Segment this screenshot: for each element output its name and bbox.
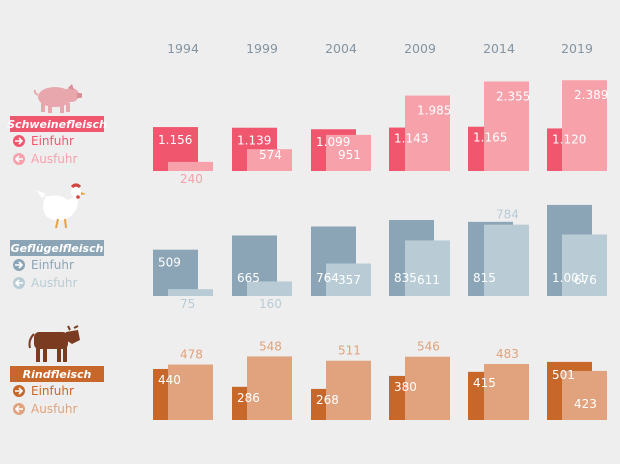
rind-export-label-2014: 483: [496, 347, 519, 361]
schwein-export-bar-1994: [168, 161, 213, 171]
arrow-glyph: [14, 155, 23, 163]
rind-export-label-1994: 478: [180, 348, 203, 362]
rind-export-bar-2014: [484, 363, 529, 420]
gefluegel-import-label-2019: 1.001: [552, 271, 586, 285]
rind-export-label-2004: 511: [338, 344, 361, 358]
gefluegel-import-label-1999: 665: [237, 271, 260, 285]
gefluegel-export-label-1994: 75: [180, 297, 195, 311]
year-label-1999: 1999: [246, 41, 278, 56]
schwein-export-label-2004: 951: [338, 148, 361, 162]
schwein-import-label-1999: 1.139: [237, 134, 271, 148]
schwein-export-bar-2019: [562, 80, 607, 171]
rind-import-label-1994: 440: [158, 373, 181, 387]
schwein-export-label-1999: 574: [259, 148, 282, 162]
rind-export-bar-2009: [405, 356, 450, 420]
arrow-glyph: [15, 261, 24, 269]
gefluegel-export-bar-2019: [562, 234, 607, 296]
rind-import-label-2019: 501: [552, 368, 575, 382]
schwein-export-bar-2014: [484, 81, 529, 171]
gefluegel-export-label-2004: 357: [338, 273, 361, 287]
chicken-icon: [36, 183, 86, 229]
pig-icon: [33, 84, 82, 113]
gefluegel-export-label-2019: 676: [574, 273, 597, 287]
schwein-export-label-2009: 1.985: [417, 104, 451, 118]
rind-legend-import: Einfuhr: [31, 384, 74, 398]
gefluegel-label-tag: [10, 240, 104, 256]
arrow-glyph: [14, 405, 23, 413]
rind-export-bar-2004: [326, 360, 371, 420]
schwein-label-text: Schweinefleisch: [7, 118, 107, 131]
arrow-glyph: [15, 137, 24, 145]
rind-export-bar-2019: [562, 370, 607, 420]
rind-import-label-2014: 415: [473, 376, 496, 390]
arrow-glyph: [14, 279, 23, 287]
schwein-legend-import: Einfuhr: [31, 134, 74, 148]
rind-label-text: Rindfleisch: [23, 368, 92, 381]
gefluegel-export-label-2014: 784: [496, 208, 519, 222]
schwein-import-label-1994: 1.156: [158, 133, 192, 147]
schwein-export-bar-2009: [405, 95, 450, 171]
schwein-export-label-2019: 2.389: [574, 88, 608, 102]
year-label-1994: 1994: [167, 41, 199, 56]
arrow-glyph: [15, 387, 24, 395]
schwein-legend-export: Ausfuhr: [31, 152, 78, 166]
gefluegel-legend-import: Einfuhr: [31, 258, 74, 272]
rind-export-label-2019: 423: [574, 397, 597, 411]
gefluegel-export-bar-2009: [405, 240, 450, 296]
year-label-2009: 2009: [404, 41, 436, 56]
rind-legend-export: Ausfuhr: [31, 402, 78, 416]
year-label-2004: 2004: [325, 41, 357, 56]
schwein-import-label-2019: 1.120: [552, 132, 586, 146]
gefluegel-export-bar-1994: [168, 289, 213, 296]
year-axis: 1994 1999 2004 2009 2014 2019: [167, 41, 593, 56]
rind-import-label-2004: 268: [316, 393, 339, 407]
rind-export-bar-1994: [168, 364, 213, 420]
gefluegel-export-label-1999: 160: [259, 297, 282, 311]
schwein-import-label-2014: 1.165: [473, 131, 507, 145]
rind-import-label-1999: 286: [237, 391, 260, 405]
legends: Schweinefleisch Einfuhr Ausfuhr Geflügelfle…: [7, 116, 107, 416]
schwein-export-label-1994: 240: [180, 172, 203, 186]
rind-export-bar-1999: [247, 356, 292, 420]
gefluegel-export-bar-1999: [247, 281, 292, 296]
schwein-export-bar-1999: [247, 149, 292, 171]
gefluegel-export-bar-2004: [326, 263, 371, 296]
rind-export-label-1999: 548: [259, 339, 282, 353]
gefluegel-label-text: Geflügelfleisch: [11, 242, 104, 255]
gefluegel-import-label-2009: 835: [394, 271, 417, 285]
gefluegel-export-label-2009: 611: [417, 273, 440, 287]
schwein-export-label-2014: 2.355: [496, 90, 530, 104]
year-label-2014: 2014: [483, 41, 515, 56]
gefluegel-import-bar-1994: [153, 249, 198, 296]
year-label-2019: 2019: [561, 41, 593, 56]
gefluegel-import-label-2004: 764: [316, 271, 339, 285]
gefluegel-import-label-2014: 815: [473, 271, 496, 285]
cow-icon: [28, 325, 80, 362]
gefluegel-import-label-1994: 509: [158, 256, 181, 270]
schwein-label-tag: [10, 116, 104, 132]
gefluegel-legend-export: Ausfuhr: [31, 276, 78, 290]
rind-import-label-2009: 380: [394, 380, 417, 394]
schwein-import-label-2004: 1.099: [316, 135, 350, 149]
rind-export-label-2009: 546: [417, 340, 440, 354]
schwein-export-bar-2004: [326, 134, 371, 171]
schwein-import-label-2009: 1.143: [394, 132, 428, 146]
gefluegel-export-bar-2014: [484, 224, 529, 296]
rind-label-tag: [10, 366, 104, 382]
